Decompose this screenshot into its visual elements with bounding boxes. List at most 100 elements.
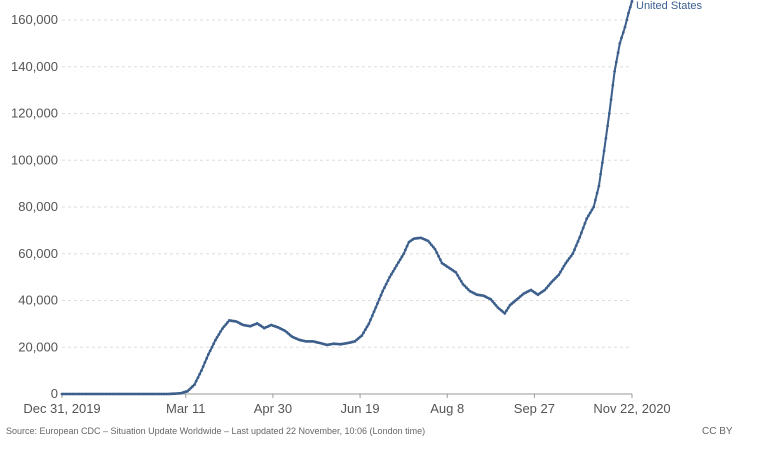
data-point xyxy=(193,383,196,386)
data-point xyxy=(200,369,203,372)
x-tick-label: Dec 31, 2019 xyxy=(23,401,100,416)
data-point xyxy=(466,288,470,291)
series-layer: United States xyxy=(60,0,703,396)
data-point xyxy=(569,254,573,258)
data-point xyxy=(616,51,620,55)
data-point xyxy=(196,376,200,379)
data-point xyxy=(592,205,596,209)
data-point xyxy=(583,222,587,225)
data-point xyxy=(395,264,399,267)
grid-lines xyxy=(62,19,632,348)
data-point xyxy=(590,208,594,212)
data-point xyxy=(402,252,406,256)
data-point xyxy=(426,239,430,243)
data-point xyxy=(381,289,385,293)
data-point xyxy=(614,60,618,64)
data-point xyxy=(618,42,622,45)
data-point xyxy=(585,217,589,221)
data-point xyxy=(210,345,214,349)
data-point xyxy=(588,211,592,215)
data-point xyxy=(506,306,510,310)
data-point xyxy=(587,214,590,218)
data-point xyxy=(611,84,615,87)
data-point xyxy=(550,280,554,284)
data-point xyxy=(397,261,400,264)
data-point xyxy=(613,70,616,73)
data-point xyxy=(555,275,559,278)
data-point xyxy=(505,309,508,312)
data-point xyxy=(433,247,437,251)
data-point xyxy=(201,365,205,368)
data-point xyxy=(574,244,578,248)
data-point xyxy=(607,112,611,115)
data-point xyxy=(627,11,630,15)
data-point xyxy=(621,31,625,34)
license-link[interactable]: CC BY xyxy=(702,426,733,437)
data-point xyxy=(543,288,547,292)
data-point xyxy=(379,293,383,297)
data-point xyxy=(208,349,212,353)
data-point xyxy=(194,379,198,383)
y-tick-label: 140,000 xyxy=(11,59,58,74)
data-point xyxy=(437,254,440,258)
data-point xyxy=(601,161,604,165)
data-point xyxy=(630,0,634,3)
data-point xyxy=(560,267,564,271)
x-tick-label: Mar 11 xyxy=(166,401,206,416)
y-axis-ticks: 0 20,000 40,000 60,000 80,000 100,000 120,000 1… xyxy=(11,12,58,401)
data-point xyxy=(384,282,388,286)
source-note: Source: European CDC – Situation Update … xyxy=(6,426,425,436)
data-point xyxy=(405,244,409,248)
data-point xyxy=(203,361,207,364)
data-point xyxy=(606,124,609,128)
data-point xyxy=(459,279,463,283)
data-point xyxy=(625,18,629,22)
data-point xyxy=(566,259,569,263)
data-point xyxy=(599,172,602,176)
data-point xyxy=(191,384,195,388)
data-point xyxy=(454,271,458,274)
data-point xyxy=(222,325,226,328)
y-tick-label: 80,000 xyxy=(18,199,58,214)
data-point xyxy=(503,312,507,315)
data-point xyxy=(580,231,583,235)
data-point xyxy=(430,243,433,247)
data-point xyxy=(456,274,460,277)
data-point xyxy=(571,252,575,256)
data-point xyxy=(215,335,219,339)
data-point xyxy=(623,25,627,29)
y-tick-label: 40,000 xyxy=(18,293,58,308)
y-tick-label: 100,000 xyxy=(11,152,58,167)
data-point xyxy=(398,258,402,261)
data-point xyxy=(369,318,372,322)
x-axis-ticks: Dec 31, 2019 Mar 11 Apr 30 Jun 19 Aug 8 Sep 2… xyxy=(23,394,671,416)
data-point xyxy=(187,388,191,391)
data-point xyxy=(595,191,599,195)
data-point xyxy=(581,226,585,230)
data-point xyxy=(391,269,395,273)
data-point xyxy=(224,323,228,326)
data-point xyxy=(461,282,465,286)
data-point xyxy=(597,184,601,188)
data-point xyxy=(604,137,608,140)
y-tick-label: 60,000 xyxy=(18,246,58,261)
data-point xyxy=(489,297,493,301)
data-point xyxy=(548,282,552,286)
data-point xyxy=(360,334,364,337)
data-point xyxy=(463,284,467,288)
data-point xyxy=(362,331,365,334)
data-point xyxy=(226,321,230,324)
data-point xyxy=(602,149,606,153)
data-point xyxy=(491,300,494,303)
data-point xyxy=(365,325,369,329)
data-point xyxy=(400,255,404,259)
data-point xyxy=(458,276,461,280)
data-point xyxy=(428,241,432,245)
data-point xyxy=(546,284,550,288)
data-point xyxy=(207,352,210,356)
y-tick-label: 160,000 xyxy=(11,12,58,27)
data-point xyxy=(492,302,496,305)
y-tick-label: 0 xyxy=(51,386,58,401)
x-tick-label: Apr 30 xyxy=(254,401,292,416)
